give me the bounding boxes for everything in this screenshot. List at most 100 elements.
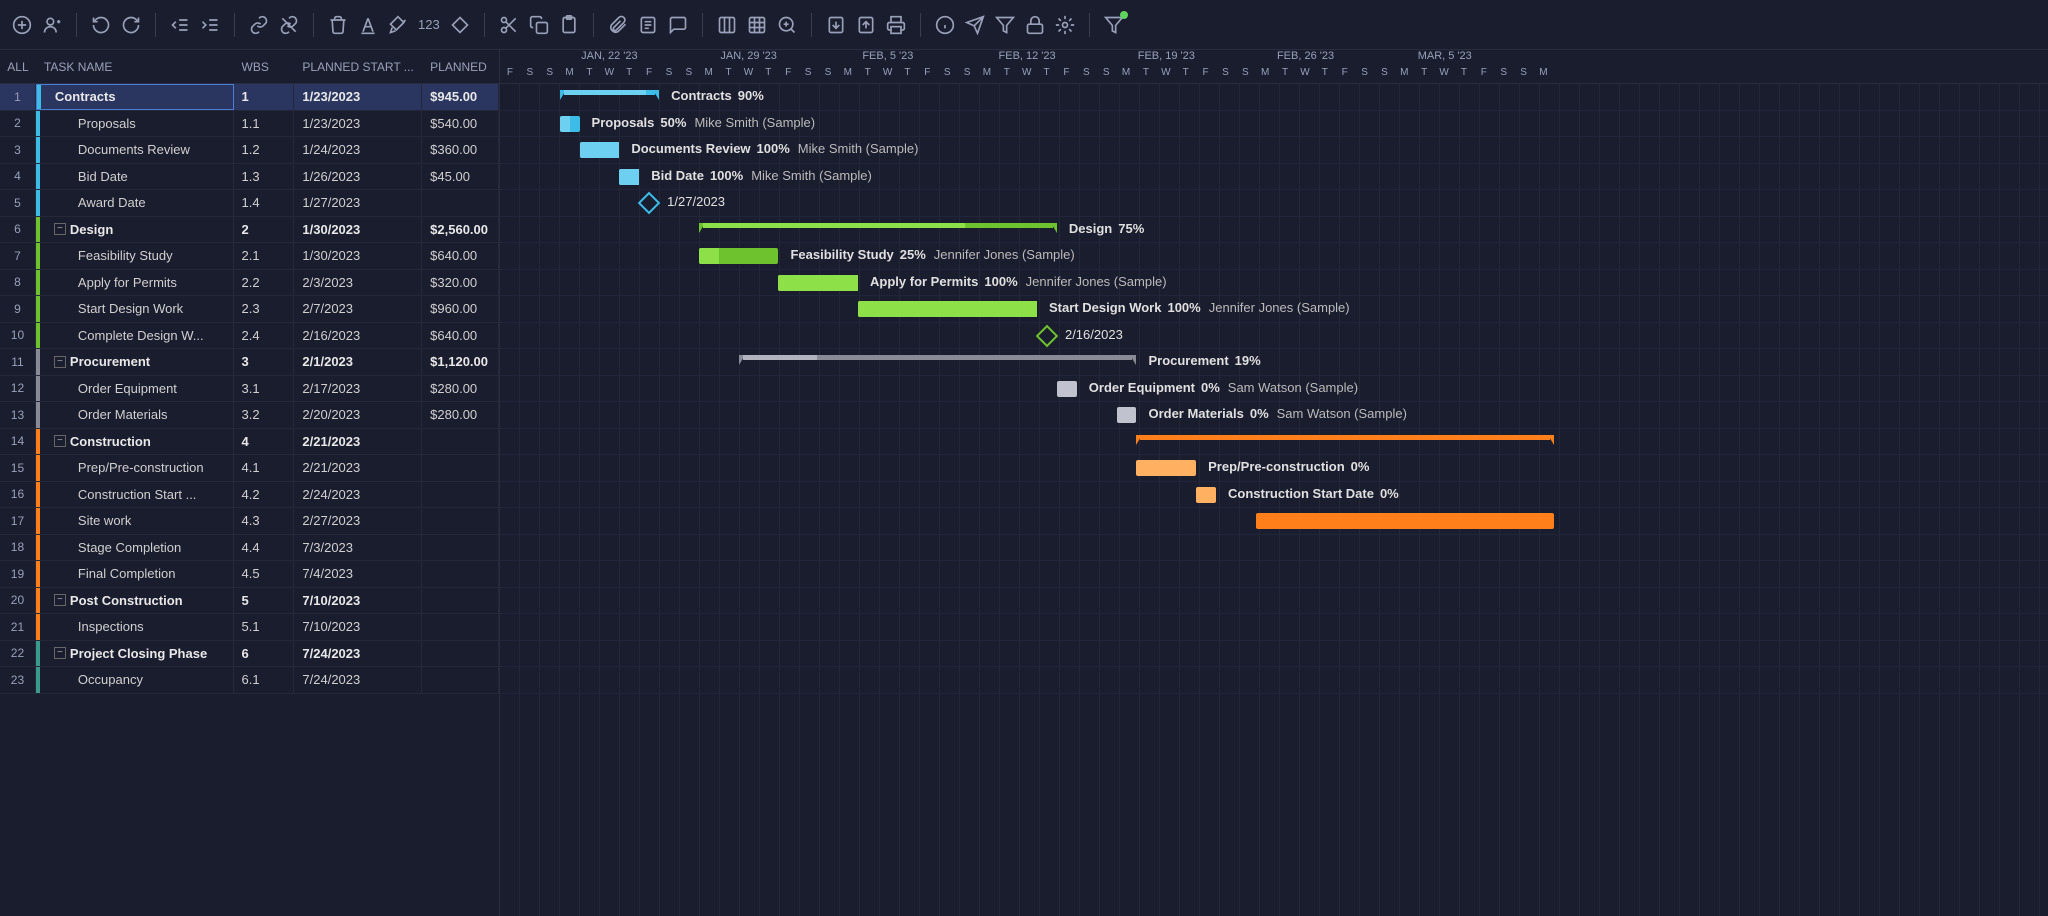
paint-icon[interactable] [386, 13, 410, 37]
task-name-cell[interactable]: −Construction [36, 429, 234, 455]
link-icon[interactable] [247, 13, 271, 37]
comment-icon[interactable] [666, 13, 690, 37]
cut-icon[interactable] [497, 13, 521, 37]
zoom-icon[interactable] [775, 13, 799, 37]
col-wbs[interactable]: WBS [234, 60, 295, 74]
task-row[interactable]: 23Occupancy6.17/24/2023 [0, 667, 499, 694]
collapse-icon[interactable]: − [54, 356, 66, 368]
task-name-cell[interactable]: −Project Closing Phase [36, 641, 234, 667]
columns-icon[interactable] [715, 13, 739, 37]
filter-icon[interactable] [993, 13, 1017, 37]
task-name-cell[interactable]: Occupancy [36, 667, 234, 693]
task-row[interactable]: 6−Design21/30/2023$2,560.00 [0, 217, 499, 244]
task-name-cell[interactable]: Order Equipment [36, 376, 234, 402]
task-row[interactable]: 8Apply for Permits2.22/3/2023$320.00 [0, 270, 499, 297]
task-name-cell[interactable]: Complete Design W... [36, 323, 234, 349]
task-bar[interactable] [1057, 381, 1077, 397]
col-cost[interactable]: PLANNED [422, 60, 499, 74]
task-name-cell[interactable]: −Procurement [36, 349, 234, 375]
summary-bar[interactable] [699, 223, 1057, 233]
task-name-cell[interactable]: Apply for Permits [36, 270, 234, 296]
col-all[interactable]: ALL [0, 60, 36, 74]
undo-icon[interactable] [89, 13, 113, 37]
task-name-cell[interactable]: Construction Start ... [36, 482, 234, 508]
task-name-cell[interactable]: Bid Date [36, 164, 234, 190]
export-icon[interactable] [854, 13, 878, 37]
milestone-icon[interactable] [1036, 324, 1059, 347]
task-bar[interactable] [1136, 460, 1196, 476]
task-bar[interactable] [858, 301, 1037, 317]
task-name-cell[interactable]: Stage Completion [36, 535, 234, 561]
task-row[interactable]: 7Feasibility Study2.11/30/2023$640.00 [0, 243, 499, 270]
task-name-cell[interactable]: −Post Construction [36, 588, 234, 614]
task-bar[interactable] [580, 142, 620, 158]
collapse-icon[interactable]: − [54, 435, 66, 447]
import-icon[interactable] [824, 13, 848, 37]
paste-icon[interactable] [557, 13, 581, 37]
task-bar[interactable] [1256, 513, 1554, 529]
task-row[interactable]: 13Order Materials3.22/20/2023$280.00 [0, 402, 499, 429]
task-bar[interactable] [778, 275, 858, 291]
task-row[interactable]: 20−Post Construction57/10/2023 [0, 588, 499, 615]
summary-bar[interactable] [739, 355, 1137, 365]
print-icon[interactable] [884, 13, 908, 37]
indent-icon[interactable] [198, 13, 222, 37]
col-name[interactable]: TASK NAME [36, 60, 234, 74]
task-row[interactable]: 15Prep/Pre-construction4.12/21/2023 [0, 455, 499, 482]
task-row[interactable]: 17Site work4.32/27/2023 [0, 508, 499, 535]
task-name-cell[interactable]: Inspections [36, 614, 234, 640]
collapse-icon[interactable]: − [54, 594, 66, 606]
task-bar[interactable] [1196, 487, 1216, 503]
task-row[interactable]: 18Stage Completion4.47/3/2023 [0, 535, 499, 562]
task-name-cell[interactable]: Proposals [36, 111, 234, 137]
font-icon[interactable] [356, 13, 380, 37]
task-name-cell[interactable]: −Design [36, 217, 234, 243]
task-name-cell[interactable]: Feasibility Study [36, 243, 234, 269]
task-row[interactable]: 11−Procurement32/1/2023$1,120.00 [0, 349, 499, 376]
task-row[interactable]: 10Complete Design W...2.42/16/2023$640.0… [0, 323, 499, 350]
task-row[interactable]: 1Contracts11/23/2023$945.00 [0, 84, 499, 111]
diamond-icon[interactable] [448, 13, 472, 37]
unlink-icon[interactable] [277, 13, 301, 37]
send-icon[interactable] [963, 13, 987, 37]
collapse-icon[interactable]: − [54, 647, 66, 659]
task-row[interactable]: 9Start Design Work2.32/7/2023$960.00 [0, 296, 499, 323]
task-row[interactable]: 16Construction Start ...4.22/24/2023 [0, 482, 499, 509]
task-row[interactable]: 12Order Equipment3.12/17/2023$280.00 [0, 376, 499, 403]
attachment-icon[interactable] [606, 13, 630, 37]
summary-bar[interactable] [1136, 435, 1554, 445]
gantt-body[interactable]: Contracts90%Proposals50%Mike Smith (Samp… [500, 84, 2048, 916]
task-row[interactable]: 21Inspections5.17/10/2023 [0, 614, 499, 641]
filter-active-icon[interactable] [1102, 13, 1126, 37]
task-row[interactable]: 14−Construction42/21/2023 [0, 429, 499, 456]
copy-icon[interactable] [527, 13, 551, 37]
redo-icon[interactable] [119, 13, 143, 37]
task-row[interactable]: 22−Project Closing Phase67/24/2023 [0, 641, 499, 668]
task-row[interactable]: 19Final Completion4.57/4/2023 [0, 561, 499, 588]
lock-icon[interactable] [1023, 13, 1047, 37]
milestone-icon[interactable] [638, 192, 661, 215]
task-name-cell[interactable]: Prep/Pre-construction [36, 455, 234, 481]
collapse-icon[interactable]: − [54, 223, 66, 235]
info-icon[interactable] [933, 13, 957, 37]
task-name-cell[interactable]: Documents Review [36, 137, 234, 163]
delete-icon[interactable] [326, 13, 350, 37]
task-row[interactable]: 5Award Date1.41/27/2023 [0, 190, 499, 217]
add-icon[interactable] [10, 13, 34, 37]
task-name-cell[interactable]: Contracts [36, 84, 234, 110]
settings-icon[interactable] [1053, 13, 1077, 37]
task-name-cell[interactable]: Order Materials [36, 402, 234, 428]
task-name-cell[interactable]: Start Design Work [36, 296, 234, 322]
task-row[interactable]: 3Documents Review1.21/24/2023$360.00 [0, 137, 499, 164]
notes-icon[interactable] [636, 13, 660, 37]
task-bar[interactable] [1117, 407, 1137, 423]
task-bar[interactable] [560, 116, 580, 132]
task-name-cell[interactable]: Award Date [36, 190, 234, 216]
task-bar[interactable] [619, 169, 639, 185]
outdent-icon[interactable] [168, 13, 192, 37]
task-row[interactable]: 2Proposals1.11/23/2023$540.00 [0, 111, 499, 138]
task-row[interactable]: 4Bid Date1.31/26/2023$45.00 [0, 164, 499, 191]
add-user-icon[interactable] [40, 13, 64, 37]
grid-icon[interactable] [745, 13, 769, 37]
task-bar[interactable] [699, 248, 779, 264]
